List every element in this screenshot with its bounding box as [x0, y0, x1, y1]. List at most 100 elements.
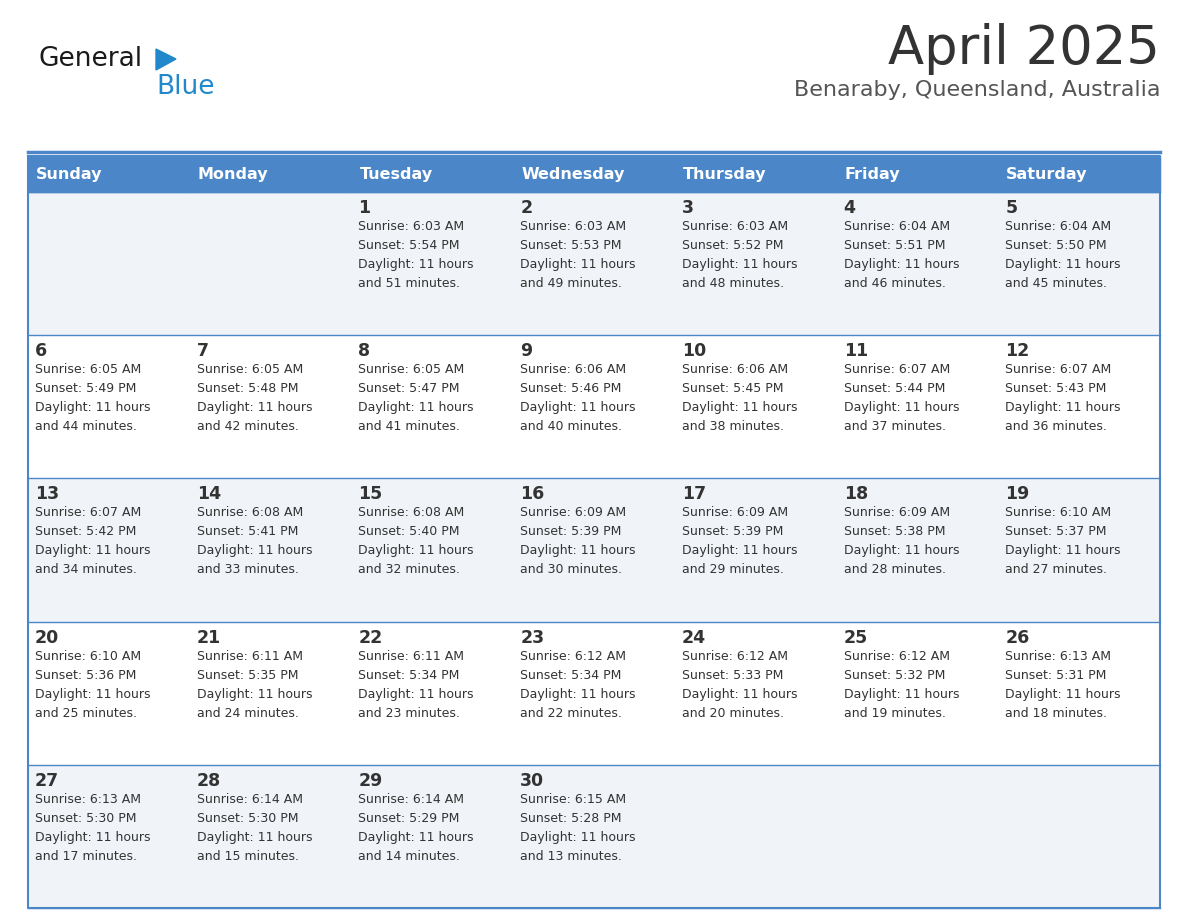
Text: and 46 minutes.: and 46 minutes.	[843, 277, 946, 290]
Text: Sunrise: 6:03 AM: Sunrise: 6:03 AM	[359, 220, 465, 233]
Text: Sunset: 5:51 PM: Sunset: 5:51 PM	[843, 239, 946, 252]
Text: Sunrise: 6:09 AM: Sunrise: 6:09 AM	[843, 507, 949, 520]
Text: Sunrise: 6:11 AM: Sunrise: 6:11 AM	[197, 650, 303, 663]
Text: 11: 11	[843, 342, 867, 360]
Text: Sunrise: 6:05 AM: Sunrise: 6:05 AM	[359, 364, 465, 376]
Text: 22: 22	[359, 629, 383, 646]
Bar	[29, 765, 190, 908]
Text: Daylight: 11 hours: Daylight: 11 hours	[682, 401, 797, 414]
Text: Sunset: 5:35 PM: Sunset: 5:35 PM	[197, 668, 298, 681]
Text: Daylight: 11 hours: Daylight: 11 hours	[359, 544, 474, 557]
Text: and 29 minutes.: and 29 minutes.	[682, 564, 784, 577]
Text: Sunrise: 6:05 AM: Sunrise: 6:05 AM	[197, 364, 303, 376]
Bar	[513, 335, 675, 478]
Text: Sunrise: 6:11 AM: Sunrise: 6:11 AM	[359, 650, 465, 663]
Text: and 17 minutes.: and 17 minutes.	[34, 850, 137, 863]
Text: 4: 4	[843, 199, 855, 217]
Text: and 18 minutes.: and 18 minutes.	[1005, 707, 1107, 720]
Text: Daylight: 11 hours: Daylight: 11 hours	[34, 688, 151, 700]
Text: 20: 20	[34, 629, 59, 646]
Text: Sunrise: 6:10 AM: Sunrise: 6:10 AM	[34, 650, 141, 663]
Text: Sunrise: 6:13 AM: Sunrise: 6:13 AM	[34, 793, 141, 806]
Text: 10: 10	[682, 342, 706, 360]
Text: April 2025: April 2025	[889, 23, 1159, 75]
Text: and 27 minutes.: and 27 minutes.	[1005, 564, 1107, 577]
Text: Sunrise: 6:04 AM: Sunrise: 6:04 AM	[1005, 220, 1112, 233]
Text: Sunset: 5:36 PM: Sunset: 5:36 PM	[34, 668, 137, 681]
Text: and 19 minutes.: and 19 minutes.	[843, 707, 946, 720]
Text: Sunrise: 6:12 AM: Sunrise: 6:12 AM	[843, 650, 949, 663]
Text: 15: 15	[359, 486, 383, 503]
Text: and 48 minutes.: and 48 minutes.	[682, 277, 784, 290]
Text: Sunset: 5:32 PM: Sunset: 5:32 PM	[843, 668, 944, 681]
Text: and 49 minutes.: and 49 minutes.	[520, 277, 623, 290]
Text: Sunset: 5:34 PM: Sunset: 5:34 PM	[359, 668, 460, 681]
Text: and 37 minutes.: and 37 minutes.	[843, 420, 946, 433]
Text: and 28 minutes.: and 28 minutes.	[843, 564, 946, 577]
Text: Daylight: 11 hours: Daylight: 11 hours	[843, 401, 959, 414]
Text: Sunrise: 6:10 AM: Sunrise: 6:10 AM	[1005, 507, 1112, 520]
Text: Sunset: 5:33 PM: Sunset: 5:33 PM	[682, 668, 783, 681]
Text: Sunset: 5:34 PM: Sunset: 5:34 PM	[520, 668, 621, 681]
Text: Sunset: 5:45 PM: Sunset: 5:45 PM	[682, 382, 783, 396]
Text: and 34 minutes.: and 34 minutes.	[34, 564, 137, 577]
Text: Daylight: 11 hours: Daylight: 11 hours	[197, 688, 312, 700]
Text: Daylight: 11 hours: Daylight: 11 hours	[197, 544, 312, 557]
Text: Daylight: 11 hours: Daylight: 11 hours	[359, 258, 474, 271]
Text: Sunday: Sunday	[36, 166, 102, 182]
Bar	[836, 478, 998, 621]
Bar	[352, 621, 513, 765]
Text: 9: 9	[520, 342, 532, 360]
Bar	[29, 478, 190, 621]
Bar	[29, 621, 190, 765]
Bar	[675, 765, 836, 908]
Text: Daylight: 11 hours: Daylight: 11 hours	[520, 401, 636, 414]
Text: 24: 24	[682, 629, 706, 646]
Text: Monday: Monday	[197, 166, 268, 182]
Text: Sunrise: 6:06 AM: Sunrise: 6:06 AM	[520, 364, 626, 376]
Bar	[352, 765, 513, 908]
Bar	[513, 192, 675, 335]
Text: 1: 1	[359, 199, 371, 217]
Text: 6: 6	[34, 342, 48, 360]
Text: Sunset: 5:44 PM: Sunset: 5:44 PM	[843, 382, 944, 396]
Text: Daylight: 11 hours: Daylight: 11 hours	[34, 401, 151, 414]
Text: 17: 17	[682, 486, 706, 503]
Text: and 38 minutes.: and 38 minutes.	[682, 420, 784, 433]
Text: and 44 minutes.: and 44 minutes.	[34, 420, 137, 433]
Bar	[836, 621, 998, 765]
Bar	[998, 335, 1159, 478]
Text: 28: 28	[197, 772, 221, 789]
Bar	[190, 478, 352, 621]
Text: Sunrise: 6:07 AM: Sunrise: 6:07 AM	[34, 507, 141, 520]
Bar	[352, 335, 513, 478]
Text: and 25 minutes.: and 25 minutes.	[34, 707, 137, 720]
Bar	[675, 335, 836, 478]
Text: Sunrise: 6:05 AM: Sunrise: 6:05 AM	[34, 364, 141, 376]
Text: Daylight: 11 hours: Daylight: 11 hours	[34, 544, 151, 557]
Text: Wednesday: Wednesday	[522, 166, 625, 182]
Bar	[352, 156, 513, 192]
Text: Sunrise: 6:12 AM: Sunrise: 6:12 AM	[520, 650, 626, 663]
Text: Tuesday: Tuesday	[360, 166, 432, 182]
Text: Sunset: 5:49 PM: Sunset: 5:49 PM	[34, 382, 137, 396]
Text: Sunset: 5:43 PM: Sunset: 5:43 PM	[1005, 382, 1107, 396]
Bar	[352, 478, 513, 621]
Text: Sunset: 5:40 PM: Sunset: 5:40 PM	[359, 525, 460, 538]
Bar	[836, 156, 998, 192]
Text: and 42 minutes.: and 42 minutes.	[197, 420, 298, 433]
Text: 26: 26	[1005, 629, 1030, 646]
Text: Sunset: 5:28 PM: Sunset: 5:28 PM	[520, 812, 621, 824]
Bar	[513, 156, 675, 192]
Text: Daylight: 11 hours: Daylight: 11 hours	[1005, 688, 1120, 700]
Text: Daylight: 11 hours: Daylight: 11 hours	[843, 544, 959, 557]
Text: and 23 minutes.: and 23 minutes.	[359, 707, 460, 720]
Text: and 32 minutes.: and 32 minutes.	[359, 564, 460, 577]
Text: Daylight: 11 hours: Daylight: 11 hours	[682, 688, 797, 700]
Text: Sunset: 5:46 PM: Sunset: 5:46 PM	[520, 382, 621, 396]
Text: Sunset: 5:50 PM: Sunset: 5:50 PM	[1005, 239, 1107, 252]
Bar	[998, 621, 1159, 765]
Text: Daylight: 11 hours: Daylight: 11 hours	[682, 258, 797, 271]
Text: Benaraby, Queensland, Australia: Benaraby, Queensland, Australia	[794, 80, 1159, 100]
Bar	[29, 335, 190, 478]
